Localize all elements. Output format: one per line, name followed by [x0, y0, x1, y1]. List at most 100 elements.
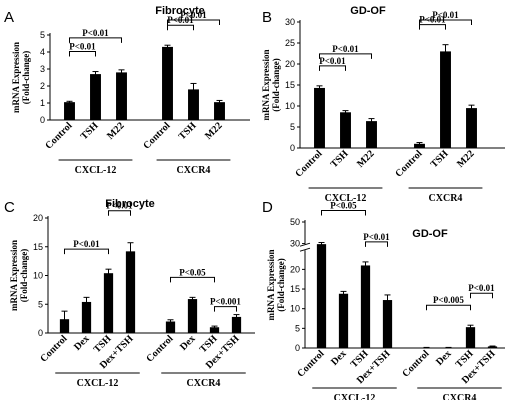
panel-d-category-label-1: Dex — [329, 348, 349, 368]
panel-d-title: GD-OF — [412, 228, 448, 240]
panel-c-bar-5 — [187, 299, 198, 333]
panel-a-significance-label-0: P<0.01 — [82, 28, 109, 38]
panel-d-axis-break-mark — [299, 247, 311, 252]
panel-b-significance-label-1: P<0.01 — [319, 56, 346, 66]
panel-b-ytick-label: 10 — [285, 101, 295, 111]
panel-d-ytick-label: 15 — [290, 284, 300, 294]
panel-b-bar-5 — [466, 108, 477, 148]
panel-d-ytick-label: 30 — [290, 239, 300, 249]
panel-c-ytick-label: 20 — [33, 213, 43, 223]
panel-c-bar-3 — [125, 251, 136, 333]
panel-b-ytick-label: 15 — [285, 80, 295, 90]
panel-b-ytick-label: 5 — [290, 122, 295, 132]
panel-b-category-label-0: Control — [293, 148, 324, 179]
panel-a-bar-1 — [90, 74, 101, 120]
panel-d-category-label-5: Dex — [434, 348, 454, 368]
panel-b-ylabel: mRNA Expression(Fold-change) — [261, 49, 281, 120]
panel-letter-d: D — [262, 199, 273, 216]
panel-c-title: Fibrocyte — [105, 198, 155, 210]
panel-d-ytick-label: 0 — [295, 343, 300, 353]
panel-d-bar-0 — [316, 244, 327, 348]
panel-b-bar-0 — [314, 87, 325, 148]
panel-a-significance-label-3: P<0.01 — [167, 15, 194, 25]
panel-letter-c: C — [4, 199, 15, 216]
panel-c-bar-7 — [231, 316, 242, 333]
panel-b-title: GD-OF — [350, 5, 386, 17]
panel-c-group-label-0: CXCL-12 — [77, 378, 119, 389]
panel-d: GD-OF mRNA Expression(Fold-change) 0 5 10 15 2… — [266, 201, 505, 400]
panel-c-significance-label-0: P<0.01 — [73, 239, 100, 249]
panel-b-category-label-1: TSH — [329, 148, 351, 170]
panel-a-category-label-1: TSH — [79, 120, 101, 142]
panel-c-significance-bracket-0 — [64, 248, 109, 255]
panel-a-bar-4 — [188, 89, 199, 120]
panel-c-group-label-1: CXCR4 — [187, 378, 221, 389]
panel-d-ytick-label: 5 — [295, 323, 300, 333]
panel-a-title: Fibrocyte — [155, 5, 205, 17]
panel-d-significance-bracket-3 — [470, 292, 493, 299]
panel-d-bar-7 — [487, 346, 498, 348]
panel-a-bar-5 — [214, 102, 225, 120]
panel-a-category-label-2: M22 — [105, 120, 127, 142]
panel-c-bar-6 — [209, 327, 220, 333]
panel-b-category-label-2: M22 — [355, 148, 377, 170]
panel-d-category-label-4: Control — [400, 348, 431, 379]
panel-b-bar-1 — [340, 112, 351, 148]
panel-a: Fibrocyte mRNA Expression(Fold-change) 0 1 2… — [11, 5, 250, 176]
panel-b-bar-3 — [414, 143, 425, 148]
panel-b-category-label-5: M22 — [455, 148, 477, 170]
panel-a-group-label-0: CXCL-12 — [75, 165, 117, 176]
panel-b-bar-4 — [440, 51, 451, 148]
panel-c-bar-4 — [165, 321, 176, 333]
panel-b: GD-OF mRNA Expression(Fold-change) 0 5 10 15 2… — [261, 5, 505, 204]
panel-d-significance-label-3: P<0.01 — [468, 283, 495, 293]
panel-b-category-label-3: Control — [393, 148, 424, 179]
panel-a-bar-2 — [116, 72, 127, 120]
panel-d-group-label-0: CXCL-12 — [334, 393, 376, 400]
panel-c-category-label-4: Control — [144, 333, 175, 364]
panel-b-significance-bracket-0 — [319, 53, 372, 59]
panel-d-group-label-1: CXCR4 — [443, 393, 477, 400]
panel-d-category-label-0: Control — [295, 348, 326, 379]
panel-b-ytick-label: 25 — [285, 38, 295, 48]
panel-b-ytick-label: 20 — [285, 59, 295, 69]
panel-d-ylabel: mRNA Expression(Fold-change) — [266, 249, 286, 320]
panel-a-ytick-label: 0 — [40, 115, 45, 125]
panel-c-ytick-label: 5 — [38, 299, 43, 309]
panel-a-significance-bracket-2 — [167, 19, 220, 25]
panel-d-bar-2 — [360, 265, 371, 348]
panel-c-category-label-1: Dex — [72, 333, 92, 353]
panel-d-ytick-label: 50 — [290, 217, 300, 227]
panel-a-bar-3 — [162, 46, 173, 120]
panel-b-group-label-0: CXCL-12 — [325, 193, 367, 204]
panel-a-ytick-label: 1 — [40, 98, 45, 108]
panel-d-significance-bracket-1 — [365, 241, 388, 247]
panel-letter-b: B — [262, 9, 272, 26]
panel-d-ytick-label: 10 — [290, 304, 300, 314]
panel-c-ylabel: mRNA Expression(Fold-change) — [9, 240, 29, 311]
panel-a-group-label-1: CXCR4 — [177, 165, 211, 176]
panel-c-significance-bracket-2 — [170, 276, 215, 283]
panel-a-ytick-label: 5 — [40, 30, 45, 40]
panel-a-bar-0 — [64, 102, 75, 120]
panel-a-significance-label-2: P<0.01 — [180, 10, 207, 20]
panel-d-significance-label-1: P<0.01 — [363, 232, 390, 242]
panel-a-ytick-label: 4 — [40, 47, 45, 57]
panel-c-ytick-label: 15 — [33, 242, 43, 252]
panel-d-significance-label-0: P<0.05 — [330, 201, 357, 211]
panel-a-category-label-3: Control — [141, 120, 172, 151]
panel-d-bar-3 — [382, 300, 393, 348]
panel-c-significance-label-2: P<0.05 — [179, 267, 206, 277]
panel-b-significance-bracket-2 — [419, 19, 472, 25]
panel-c-significance-label-1: P<0.01 — [106, 201, 133, 211]
panel-b-significance-label-3: P<0.01 — [419, 15, 446, 25]
panel-c-significance-bracket-3 — [214, 306, 237, 312]
panel-c-category-label-5: Dex — [178, 333, 198, 353]
panel-b-ytick-label: 0 — [290, 143, 295, 153]
panel-a-category-label-0: Control — [43, 120, 74, 151]
panel-c-ytick-label: 0 — [38, 328, 43, 338]
panel-a-significance-label-1: P<0.01 — [69, 42, 96, 52]
panel-d-axis-break-mark — [299, 242, 311, 247]
panel-b-significance-label-0: P<0.01 — [332, 44, 359, 54]
